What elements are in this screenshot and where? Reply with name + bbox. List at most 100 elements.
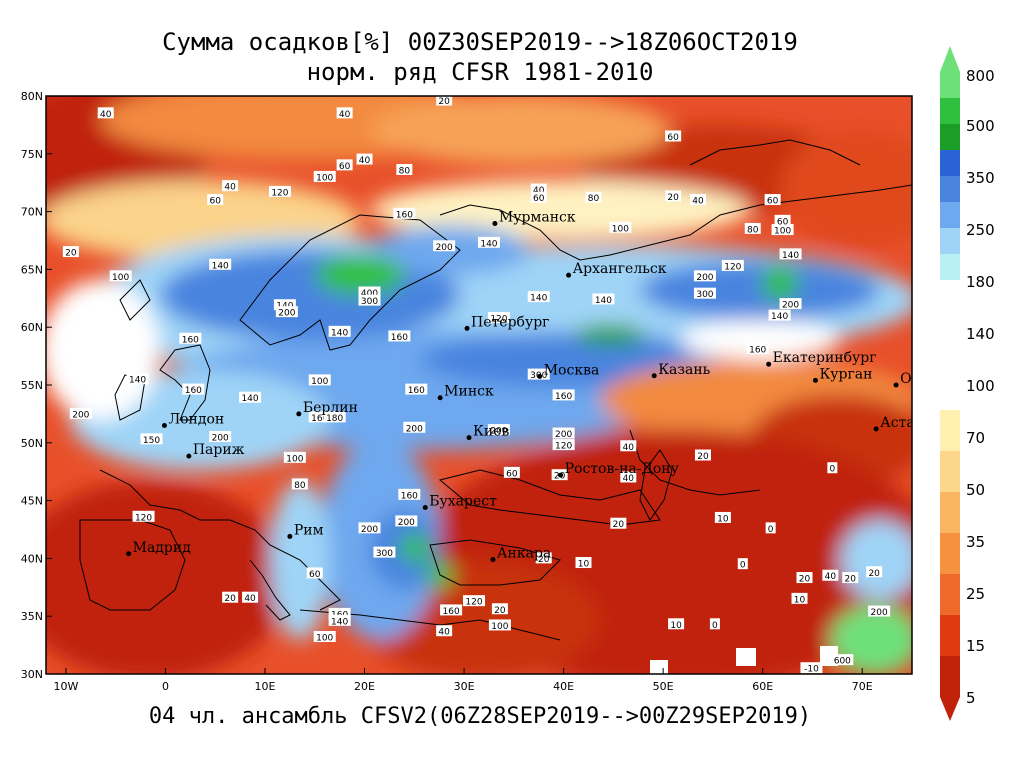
contour-label: 160 — [443, 607, 460, 617]
contour-label: 40 — [692, 197, 704, 207]
contour-label: 40 — [339, 110, 351, 120]
contour-label: 80 — [588, 194, 600, 204]
contour-label: 160 — [185, 386, 202, 396]
contour-label-bg — [283, 451, 306, 463]
contour-label: 200 — [555, 430, 572, 440]
contour-label: 80 — [747, 225, 759, 235]
contour-label: 100 — [491, 622, 508, 632]
city-label: Астана — [880, 415, 932, 431]
contour-label: -10 — [804, 665, 819, 675]
contour-label-bg — [275, 306, 298, 318]
contour-label-bg — [609, 221, 632, 233]
contour-label-bg — [831, 654, 854, 666]
colorbar-swatch — [940, 72, 960, 98]
contour-label: 600 — [834, 657, 851, 667]
contour-label-bg — [768, 309, 791, 321]
contour-label-bg — [552, 389, 575, 401]
city-label: Омск — [900, 371, 939, 387]
contour-label-bg — [764, 194, 781, 206]
contour-label-bg — [765, 522, 776, 534]
contour-label-bg — [771, 224, 794, 236]
contour-label-bg — [242, 591, 259, 603]
contour-label: 100 — [612, 224, 629, 234]
contour-label-bg — [207, 194, 224, 206]
contour-label-bg — [388, 330, 411, 342]
contour-label-bg — [527, 291, 550, 303]
contour-label-bg — [358, 286, 381, 298]
colorbar-swatch — [940, 98, 960, 124]
contour-label: 120 — [555, 442, 572, 452]
lat-tick-label: 80N — [21, 90, 43, 103]
contour-label-bg — [436, 625, 453, 637]
contour-label-bg — [179, 332, 202, 344]
contour-label-bg — [714, 511, 731, 523]
contour-label-bg — [291, 478, 308, 490]
contour-label: 100 — [286, 454, 303, 464]
contour-label: 20 — [697, 452, 709, 462]
city-label: Москва — [544, 362, 600, 378]
colorbar-swatch — [940, 533, 960, 574]
contour-label-bg — [477, 236, 500, 248]
city-marker — [186, 453, 192, 459]
contour-label-bg — [440, 604, 463, 616]
lon-tick-label: 70E — [852, 680, 873, 693]
contour-label: 10 — [794, 595, 806, 605]
contour-label: 120 — [271, 188, 288, 198]
contour-label-bg — [530, 183, 547, 195]
colorbar-swatch — [940, 124, 960, 150]
contour-label-bg — [791, 592, 808, 604]
lat-tick-label: 55N — [21, 379, 43, 392]
contour-label-bg — [209, 258, 232, 270]
lon-tick-label: 10E — [255, 680, 276, 693]
city-label: Париж — [193, 442, 245, 458]
contour-label: 140 — [480, 239, 497, 249]
colorbar-label: 250 — [966, 221, 995, 239]
city-label: Лондон — [168, 411, 224, 427]
colorbar — [940, 46, 960, 721]
city-label: Берлин — [303, 400, 358, 416]
contour-label: 120 — [490, 314, 507, 324]
colorbar-label: 5 — [966, 689, 976, 707]
contour-label: 20 — [224, 594, 236, 604]
contour-label-bg — [239, 391, 262, 403]
city-marker — [873, 426, 879, 432]
contour-label: 140 — [212, 261, 229, 271]
contour-label: 100 — [311, 377, 328, 387]
contour-label: 60 — [506, 469, 518, 479]
contour-label-bg — [530, 191, 547, 203]
contour-label-bg — [779, 298, 802, 310]
city-marker — [492, 221, 498, 227]
colorbar-label: 70 — [966, 429, 986, 447]
contour-label: 300 — [696, 290, 713, 300]
contour-label: 60 — [339, 162, 351, 172]
city-marker — [766, 361, 772, 367]
city-marker — [161, 422, 167, 428]
contour-label: 200 — [436, 243, 453, 253]
lat-tick-label: 65N — [21, 263, 43, 276]
contour-label-bg — [668, 618, 685, 630]
contour-label: 40 — [623, 474, 635, 484]
map-title-line2: норм. ряд CFSR 1981-2010 — [306, 58, 654, 86]
contour-label-bg — [358, 522, 381, 534]
contour-label: 120 — [135, 513, 152, 523]
contour-label-bg — [395, 515, 418, 527]
lat-tick-label: 40N — [21, 552, 43, 565]
contour-label-bg — [436, 96, 453, 106]
contour-label-bg — [746, 343, 769, 355]
contour-label-bg — [328, 614, 351, 626]
city-marker — [464, 325, 470, 331]
contour-label-bg — [323, 411, 346, 423]
contour-label: 140 — [129, 376, 146, 386]
contour-label: 20 — [667, 193, 679, 203]
contour-label: 40 — [623, 443, 635, 453]
contour-label-bg — [774, 214, 791, 226]
contour-label: 140 — [771, 312, 788, 322]
contour-label: 10 — [717, 514, 729, 524]
contour-label-bg — [328, 607, 351, 619]
city-marker — [812, 377, 818, 383]
contour-label-bg — [273, 299, 296, 311]
contour-label-bg — [328, 325, 351, 337]
contour-label: 40 — [825, 572, 837, 582]
colorbar-label: 180 — [966, 273, 995, 291]
colorbar-swatch — [940, 574, 960, 615]
